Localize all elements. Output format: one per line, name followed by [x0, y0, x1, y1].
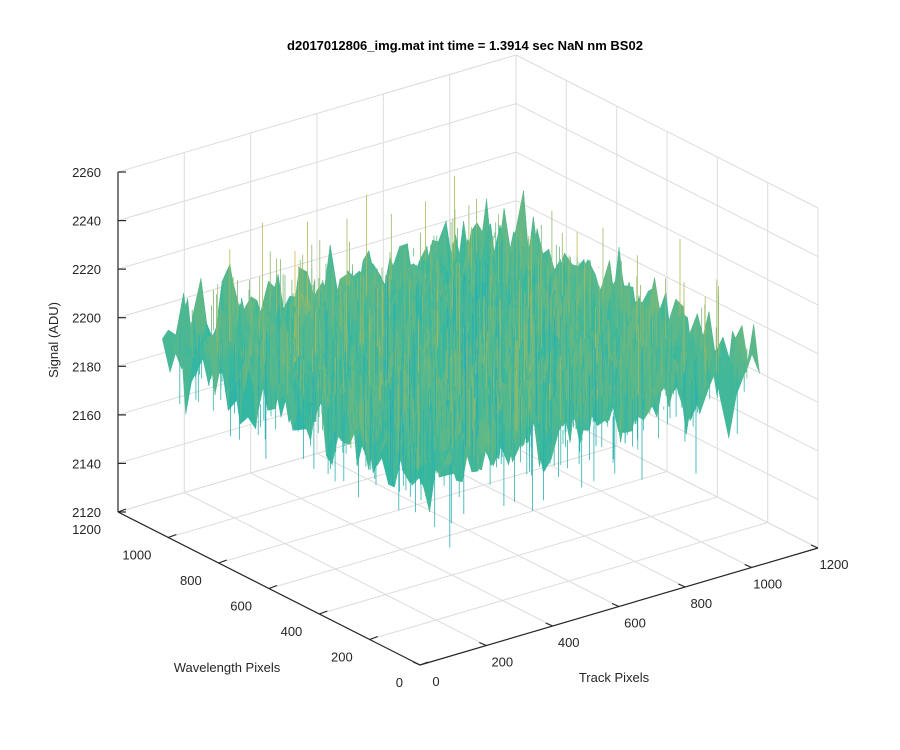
- y-tick-label: 800: [180, 573, 202, 588]
- chart-title: d2017012806_img.mat int time = 1.3914 se…: [287, 38, 643, 53]
- y-tick-mark: [268, 584, 278, 590]
- x-tick-mark: [744, 563, 752, 569]
- z-axis-label: Signal (ADU): [46, 302, 61, 378]
- surface-patch: [745, 323, 760, 374]
- floor-grid-line: [218, 445, 617, 564]
- z-tick-label: 2240: [72, 214, 101, 229]
- x-tick-label: 800: [690, 596, 712, 611]
- x-tick-mark: [545, 622, 553, 627]
- y-tick-label: 0: [396, 675, 403, 690]
- floor-grid-line: [268, 471, 668, 589]
- y-tick-label: 200: [331, 650, 353, 665]
- x-tick-label: 600: [624, 616, 646, 631]
- y-tick-mark: [218, 559, 227, 564]
- y-axis-label: Wavelength Pixels: [174, 660, 281, 675]
- y-tick-label: 400: [281, 624, 303, 639]
- x-tick-mark: [479, 641, 487, 647]
- side-wall-grid-line: [515, 54, 819, 209]
- back-wall-grid-line: [117, 54, 517, 173]
- x-tick-label: 1000: [753, 577, 782, 592]
- floor-grid-line: [319, 496, 718, 615]
- z-tick-label: 2200: [72, 311, 101, 326]
- x-tick-mark: [412, 661, 421, 666]
- back-wall-grid-line: [117, 151, 517, 270]
- y-tick-label: 1200: [72, 522, 101, 537]
- z-tick-label: 2160: [72, 408, 101, 423]
- y-tick-mark: [168, 533, 177, 539]
- y-tick-mark: [319, 610, 328, 615]
- x-tick-mark: [611, 602, 620, 608]
- side-wall-grid-line: [515, 103, 819, 258]
- x-tick-label: 200: [491, 655, 513, 670]
- back-wall-grid-line: [117, 103, 517, 222]
- surface-layer: [162, 175, 760, 548]
- z-tick-label: 2260: [72, 165, 101, 180]
- x-axis-label: Track Pixels: [579, 670, 650, 685]
- z-tick-label: 2220: [72, 262, 101, 277]
- x-tick-label: 0: [432, 674, 439, 689]
- y-tick-label: 1000: [122, 548, 151, 563]
- z-tick-label: 2140: [72, 456, 101, 471]
- x-tick-mark: [810, 544, 819, 549]
- y-tick-label: 600: [230, 599, 252, 614]
- axis-layer: 0 200 400 600 800 1000 1200 0 200 400 600 800 1000 12…: [72, 165, 848, 690]
- x-tick-label: 1200: [820, 557, 849, 572]
- y-tick-mark: [419, 661, 429, 666]
- x-tick-label: 400: [558, 635, 580, 650]
- z-tick-label: 2180: [72, 359, 101, 374]
- side-wall-grid-line: [515, 151, 819, 306]
- y-tick-mark: [369, 635, 378, 641]
- side-wall-grid-line: [515, 200, 819, 355]
- z-tick-label: 2120: [72, 505, 101, 520]
- floor-grid-line: [369, 522, 768, 640]
- x-tick-mark: [678, 583, 686, 588]
